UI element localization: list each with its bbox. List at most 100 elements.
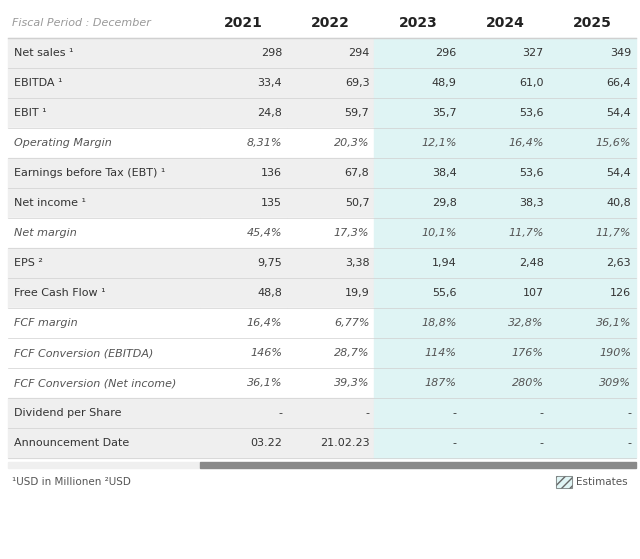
Text: Fiscal Period : December: Fiscal Period : December — [12, 18, 151, 28]
Text: Earnings before Tax (EBT) ¹: Earnings before Tax (EBT) ¹ — [14, 168, 165, 178]
Bar — [374, 368, 461, 398]
Bar — [8, 38, 200, 68]
Text: 2021: 2021 — [224, 16, 263, 30]
Bar — [200, 248, 287, 278]
Bar — [461, 338, 549, 368]
Text: Net sales ¹: Net sales ¹ — [14, 48, 74, 58]
Bar — [548, 308, 636, 338]
Text: 3,38: 3,38 — [345, 258, 369, 268]
Bar — [374, 158, 461, 188]
Bar — [548, 368, 636, 398]
Bar — [548, 278, 636, 308]
Bar — [461, 428, 549, 458]
Bar — [287, 428, 374, 458]
Text: 294: 294 — [348, 48, 369, 58]
Text: FCF Conversion (EBITDA): FCF Conversion (EBITDA) — [14, 348, 154, 358]
Bar — [548, 128, 636, 158]
Bar — [8, 462, 200, 468]
Bar — [200, 398, 287, 428]
Text: 61,0: 61,0 — [519, 78, 544, 88]
Text: 9,75: 9,75 — [257, 258, 282, 268]
Bar — [548, 188, 636, 218]
Bar — [548, 218, 636, 248]
Text: 53,6: 53,6 — [519, 108, 544, 118]
Bar — [461, 38, 549, 68]
Text: FCF Conversion (Net income): FCF Conversion (Net income) — [14, 378, 177, 388]
Text: Net income ¹: Net income ¹ — [14, 198, 86, 208]
Text: -: - — [540, 438, 544, 448]
Text: 327: 327 — [522, 48, 544, 58]
Bar — [461, 68, 549, 98]
Bar — [200, 38, 287, 68]
Bar — [374, 278, 461, 308]
Text: 20,3%: 20,3% — [334, 138, 369, 148]
Text: -: - — [452, 438, 456, 448]
Bar — [548, 338, 636, 368]
Text: 6,77%: 6,77% — [334, 318, 369, 328]
Text: 16,4%: 16,4% — [246, 318, 282, 328]
Bar — [287, 188, 374, 218]
Bar — [8, 128, 200, 158]
Bar — [8, 68, 200, 98]
Bar — [461, 398, 549, 428]
Text: 10,1%: 10,1% — [421, 228, 456, 238]
Text: Operating Margin: Operating Margin — [14, 138, 112, 148]
Bar — [8, 98, 200, 128]
Bar — [548, 38, 636, 68]
Bar — [374, 308, 461, 338]
Bar — [461, 368, 549, 398]
Bar — [287, 398, 374, 428]
Text: 33,4: 33,4 — [257, 78, 282, 88]
Text: 66,4: 66,4 — [606, 78, 631, 88]
Bar — [374, 38, 461, 68]
Bar — [287, 368, 374, 398]
Bar — [8, 218, 200, 248]
Bar — [200, 98, 287, 128]
Bar — [200, 338, 287, 368]
Bar — [374, 98, 461, 128]
Bar — [200, 158, 287, 188]
Text: 2024: 2024 — [486, 16, 525, 30]
Bar — [200, 188, 287, 218]
Bar — [374, 218, 461, 248]
Text: EBITDA ¹: EBITDA ¹ — [14, 78, 63, 88]
Bar — [548, 158, 636, 188]
Bar — [461, 98, 549, 128]
Text: 16,4%: 16,4% — [508, 138, 544, 148]
Bar — [548, 248, 636, 278]
Text: Dividend per Share: Dividend per Share — [14, 408, 122, 418]
Bar — [374, 248, 461, 278]
Bar — [548, 98, 636, 128]
Bar — [200, 368, 287, 398]
Text: 54,4: 54,4 — [606, 108, 631, 118]
Text: 38,3: 38,3 — [519, 198, 544, 208]
Text: 146%: 146% — [250, 348, 282, 358]
Text: 67,8: 67,8 — [345, 168, 369, 178]
Bar — [200, 218, 287, 248]
Bar — [374, 68, 461, 98]
Text: 35,7: 35,7 — [432, 108, 456, 118]
Text: 38,4: 38,4 — [432, 168, 456, 178]
Text: 2,63: 2,63 — [606, 258, 631, 268]
Bar — [287, 218, 374, 248]
Bar — [287, 338, 374, 368]
Bar — [374, 338, 461, 368]
Text: 114%: 114% — [424, 348, 456, 358]
Bar — [461, 278, 549, 308]
Text: -: - — [627, 438, 631, 448]
Bar — [374, 188, 461, 218]
Text: 36,1%: 36,1% — [246, 378, 282, 388]
Text: 280%: 280% — [512, 378, 544, 388]
Bar — [8, 248, 200, 278]
Text: 29,8: 29,8 — [432, 198, 456, 208]
Bar — [548, 68, 636, 98]
Bar — [556, 476, 572, 488]
Bar — [374, 128, 461, 158]
Text: 107: 107 — [523, 288, 544, 298]
Bar — [287, 38, 374, 68]
Text: 136: 136 — [261, 168, 282, 178]
Text: 54,4: 54,4 — [606, 168, 631, 178]
Text: 69,3: 69,3 — [345, 78, 369, 88]
Bar — [556, 476, 572, 488]
Text: 12,1%: 12,1% — [421, 138, 456, 148]
